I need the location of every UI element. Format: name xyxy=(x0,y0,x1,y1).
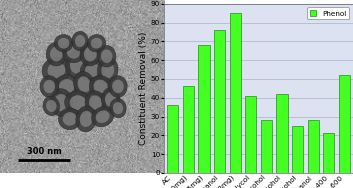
Legend: Phenol: Phenol xyxy=(307,7,349,19)
Ellipse shape xyxy=(48,62,65,78)
Ellipse shape xyxy=(101,49,113,63)
Bar xyxy=(292,126,303,173)
Ellipse shape xyxy=(63,112,77,126)
Ellipse shape xyxy=(80,59,104,81)
Ellipse shape xyxy=(72,31,88,51)
Ellipse shape xyxy=(87,35,106,52)
Ellipse shape xyxy=(43,96,60,116)
Ellipse shape xyxy=(50,47,63,61)
Ellipse shape xyxy=(43,80,55,93)
Ellipse shape xyxy=(113,102,123,114)
Ellipse shape xyxy=(96,111,109,123)
Bar xyxy=(339,75,350,173)
Ellipse shape xyxy=(97,57,118,83)
Ellipse shape xyxy=(54,94,68,111)
Ellipse shape xyxy=(91,38,102,49)
Ellipse shape xyxy=(54,35,73,52)
Ellipse shape xyxy=(97,45,116,67)
Ellipse shape xyxy=(70,56,84,74)
Ellipse shape xyxy=(85,63,100,77)
Bar xyxy=(307,120,319,173)
Ellipse shape xyxy=(102,88,120,111)
Ellipse shape xyxy=(46,42,67,66)
Ellipse shape xyxy=(105,92,116,107)
Ellipse shape xyxy=(74,72,95,97)
Bar xyxy=(167,105,178,173)
Ellipse shape xyxy=(65,91,91,115)
Ellipse shape xyxy=(110,98,126,118)
Bar xyxy=(276,94,288,173)
Ellipse shape xyxy=(78,76,91,92)
Ellipse shape xyxy=(70,95,86,110)
Ellipse shape xyxy=(50,89,73,117)
Ellipse shape xyxy=(101,62,114,78)
Ellipse shape xyxy=(62,41,85,63)
Text: 300 nm: 300 nm xyxy=(27,147,61,156)
Bar xyxy=(261,120,272,173)
Ellipse shape xyxy=(59,79,74,94)
Ellipse shape xyxy=(94,80,108,93)
Y-axis label: Constituent Removal (%): Constituent Removal (%) xyxy=(139,32,148,145)
Ellipse shape xyxy=(59,108,81,130)
Ellipse shape xyxy=(109,76,127,97)
Ellipse shape xyxy=(54,75,79,98)
Ellipse shape xyxy=(40,76,59,97)
Bar xyxy=(229,13,241,173)
Bar xyxy=(183,86,194,173)
Ellipse shape xyxy=(89,95,102,110)
Ellipse shape xyxy=(91,107,114,127)
Bar xyxy=(198,45,210,173)
Ellipse shape xyxy=(42,57,71,83)
Ellipse shape xyxy=(112,80,124,93)
Bar xyxy=(323,133,334,173)
Ellipse shape xyxy=(85,91,106,114)
Bar xyxy=(214,30,225,173)
Ellipse shape xyxy=(76,106,96,132)
Ellipse shape xyxy=(66,51,88,79)
Ellipse shape xyxy=(80,111,92,127)
Ellipse shape xyxy=(75,35,85,47)
Ellipse shape xyxy=(89,76,112,97)
Bar xyxy=(245,96,256,173)
Ellipse shape xyxy=(67,45,81,59)
Ellipse shape xyxy=(58,38,70,49)
Ellipse shape xyxy=(46,100,56,112)
Ellipse shape xyxy=(84,47,97,61)
Ellipse shape xyxy=(80,42,101,66)
